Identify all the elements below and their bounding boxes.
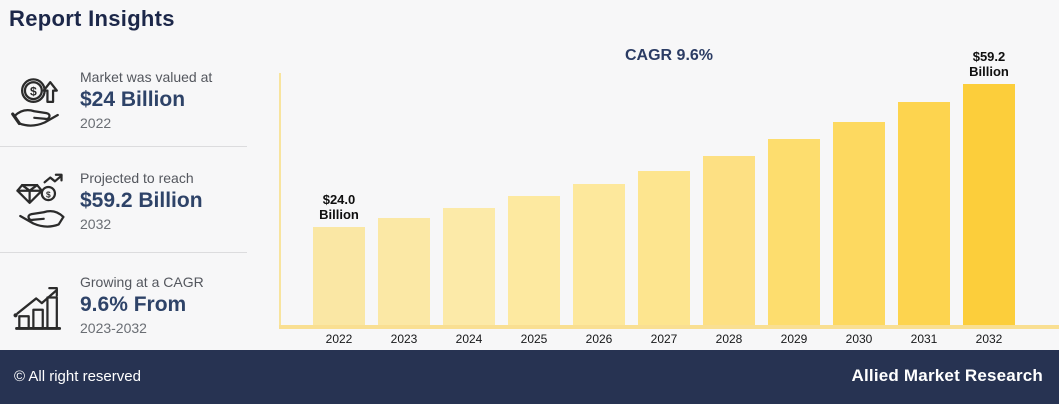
insight-item-projection: $ Projected to reach $59.2 Billion 2032: [4, 155, 256, 247]
x-axis-line: [279, 325, 1059, 329]
x-axis-label-2026: 2026: [585, 332, 613, 346]
bar-column-2023: [378, 218, 430, 325]
bar-2031: [898, 102, 950, 325]
growth-bars-arrow-icon: [4, 273, 74, 337]
insight-value: $24 Billion: [80, 88, 186, 111]
insight-period: 2022: [80, 115, 112, 131]
x-axis-label-2031: 2031: [910, 332, 938, 346]
y-axis-line: [279, 73, 281, 327]
bar-2027: [638, 171, 690, 325]
bar-column-2026: [573, 184, 625, 325]
x-axis-label-2022: 2022: [325, 332, 353, 346]
bar-column-2027: [638, 171, 690, 325]
bar-column-2024: [443, 208, 495, 325]
bar-2025: [508, 196, 560, 325]
insight-value: 9.6% From: [80, 293, 187, 316]
x-axis-labels: 2022 2023 2024 2025 2026 2027 2028 2029 2030 2031…: [313, 332, 1015, 346]
bar-2023: [378, 218, 430, 325]
insight-item-cagr: Growing at a CAGR 9.6% From 2023-2032: [4, 260, 256, 350]
insight-label: Projected to reach: [80, 170, 194, 186]
x-axis-label-2032: 2032: [975, 332, 1003, 346]
insight-period: 2032: [80, 216, 112, 232]
bar-column-2030: [833, 122, 885, 325]
bar-chart: $24.0 Billion $59.2 Billion: [313, 49, 1015, 325]
insight-label: Market was valued at: [80, 69, 213, 85]
hand-gem-coin-icon: $: [4, 169, 74, 233]
x-axis-label-2028: 2028: [715, 332, 743, 346]
bar-2028: [703, 156, 755, 325]
bar-2024: [443, 208, 495, 325]
bar-column-2032: $59.2 Billion: [963, 49, 1015, 325]
copyright-text: © All right reserved: [14, 368, 141, 385]
bar-value-label: $24.0 Billion: [319, 192, 359, 223]
page-title: Report Insights: [9, 6, 175, 31]
x-axis-label-2030: 2030: [845, 332, 873, 346]
x-axis-label-2029: 2029: [780, 332, 808, 346]
bar-column-2028: [703, 156, 755, 325]
svg-text:$: $: [46, 189, 51, 199]
bar-2026: [573, 184, 625, 325]
chart-title-cagr: CAGR 9.6%: [624, 47, 714, 64]
bar-column-2025: [508, 196, 560, 325]
insight-item-market-value: $ Market was valued at $24 Billion 2022: [4, 55, 256, 145]
bar-2029: [768, 139, 820, 325]
svg-text:$: $: [30, 84, 37, 98]
bar-2022: [313, 227, 365, 325]
bar-column-2022: $24.0 Billion: [313, 192, 365, 325]
insight-period: 2023-2032: [80, 320, 147, 336]
bar-2032: [963, 84, 1015, 325]
bar-value-label: $59.2 Billion: [969, 49, 1009, 80]
bar-2030: [833, 122, 885, 325]
footer-bar: © All right reserved Allied Market Resea…: [0, 350, 1059, 404]
hand-coin-arrow-icon: $: [4, 68, 74, 132]
x-axis-label-2025: 2025: [520, 332, 548, 346]
brand-name: Allied Market Research: [851, 366, 1043, 385]
x-axis-label-2024: 2024: [455, 332, 483, 346]
sidebar-divider: [0, 146, 247, 147]
bar-column-2031: [898, 102, 950, 325]
insight-value: $59.2 Billion: [80, 189, 203, 212]
sidebar-divider: [0, 252, 247, 253]
x-axis-label-2023: 2023: [390, 332, 418, 346]
bar-column-2029: [768, 139, 820, 325]
x-axis-label-2027: 2027: [650, 332, 678, 346]
insight-label: Growing at a CAGR: [80, 274, 204, 290]
